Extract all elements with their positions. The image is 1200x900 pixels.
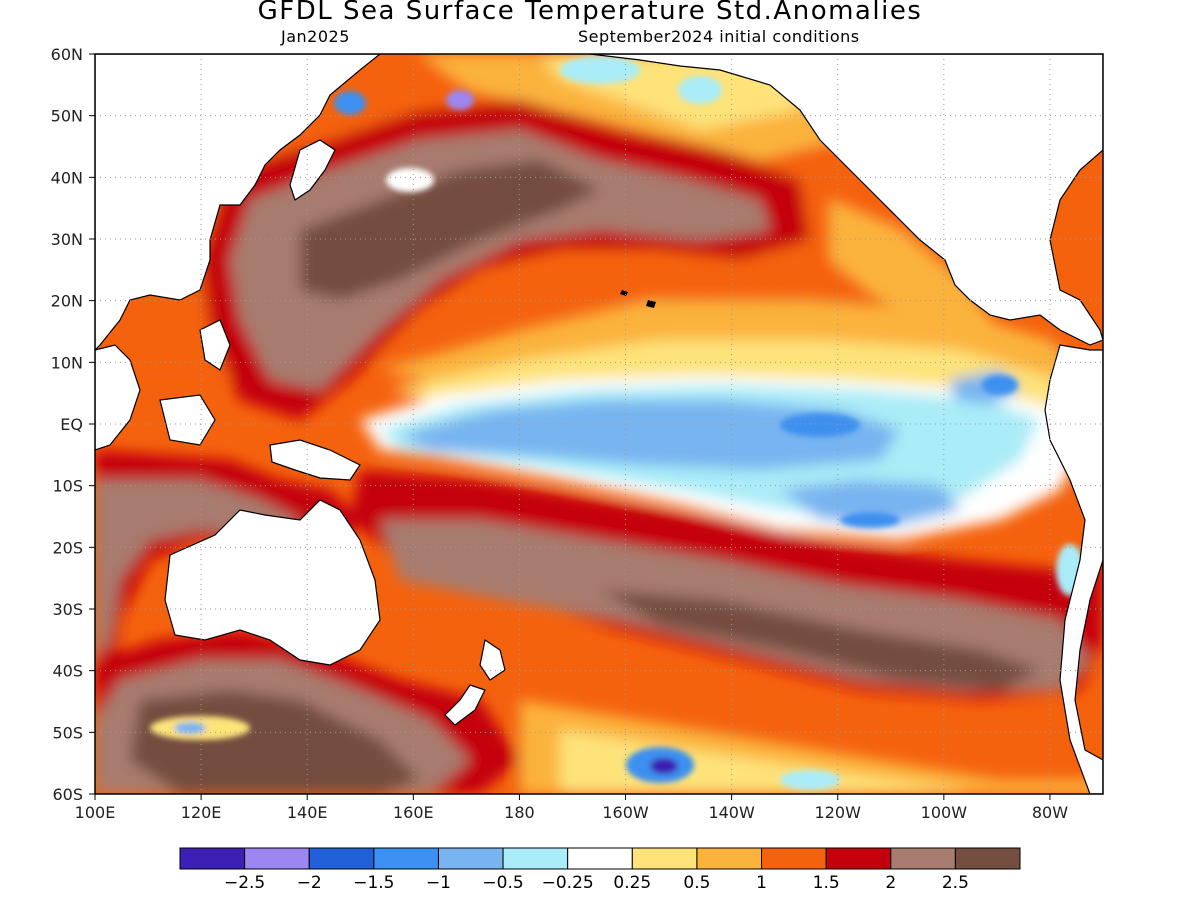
colorbar-swatch	[437, 847, 504, 870]
colorbar-swatch	[373, 847, 439, 870]
colorbar-label: 2	[885, 873, 896, 893]
lon-tick-label: 100W	[921, 803, 968, 822]
lat-tick-label: 50N	[51, 107, 83, 126]
colorbar-swatch	[696, 847, 763, 870]
lon-tick-label: 160W	[602, 803, 649, 822]
colorbar-swatch	[567, 847, 633, 870]
colorbar-swatch	[761, 847, 827, 870]
colorbar-label: 0.25	[613, 873, 651, 893]
map-title: GFDL Sea Surface Temperature Std.Anomali…	[257, 0, 923, 26]
colorbar-swatch	[954, 847, 1021, 870]
colorbar-swatch	[179, 847, 246, 870]
lat-tick-label: 40N	[51, 168, 83, 187]
land-mask	[95, 54, 1103, 794]
lat-tick-label: 20N	[51, 292, 83, 311]
colorbar-label: −0.5	[482, 873, 523, 893]
colorbar-swatch	[825, 847, 892, 870]
lat-tick-label: 20S	[52, 538, 83, 557]
lon-tick-label: 80W	[1032, 803, 1068, 822]
longitude-axis: 100E 120E 140E 160E 180 160W 140W 120W 100W 80W	[75, 794, 1068, 822]
lon-tick-label: 120E	[181, 803, 222, 822]
colorbar-label: −2	[297, 873, 322, 893]
colorbar-label: −2.5	[224, 873, 265, 893]
colorbar-label: −1	[426, 873, 451, 893]
lat-tick-label: 10S	[52, 477, 83, 496]
colorbar-label: 0.5	[683, 873, 710, 893]
colorbar-label: −1.5	[353, 873, 394, 893]
lat-tick-label: 30S	[52, 600, 83, 619]
lat-tick-label: 30N	[51, 230, 83, 249]
lon-tick-label: 180	[504, 803, 535, 822]
latitude-axis: 60N 50N 40N 30N 20N 10N EQ 10S 20S 30S 40S 50S 60S	[51, 45, 95, 804]
colorbar-swatch	[244, 847, 310, 870]
lon-tick-label: 140E	[287, 803, 328, 822]
lat-tick-label: 40S	[52, 662, 83, 681]
forecast-month: Jan2025	[281, 27, 350, 46]
lon-tick-label: 160E	[393, 803, 434, 822]
anomaly-field	[95, 54, 1103, 794]
colorbar-swatch	[502, 847, 569, 870]
colorbar-swatch	[631, 847, 698, 870]
lat-tick-label: EQ	[60, 415, 83, 434]
lat-tick-label: 10N	[51, 353, 83, 372]
colorbar: −2.5 −2 −1.5 −1 −0.5 −0.25 0.25 0.5 1 1.5 2 2.5	[179, 847, 1021, 893]
lat-tick-label: 60S	[52, 785, 83, 804]
lon-tick-label: 100E	[75, 803, 116, 822]
graticule	[95, 54, 1103, 794]
lat-tick-label: 50S	[52, 723, 83, 742]
colorbar-label: 1.5	[813, 873, 840, 893]
colorbar-swatch	[890, 847, 956, 870]
colorbar-label: 2.5	[942, 873, 969, 893]
initial-conditions: September2024 initial conditions	[578, 27, 860, 46]
lon-tick-label: 120W	[815, 803, 862, 822]
colorbar-swatch	[308, 847, 375, 870]
colorbar-label: −0.25	[542, 873, 594, 893]
lon-tick-label: 140W	[708, 803, 755, 822]
colorbar-label: 1	[756, 873, 767, 893]
lat-tick-label: 60N	[51, 45, 83, 64]
